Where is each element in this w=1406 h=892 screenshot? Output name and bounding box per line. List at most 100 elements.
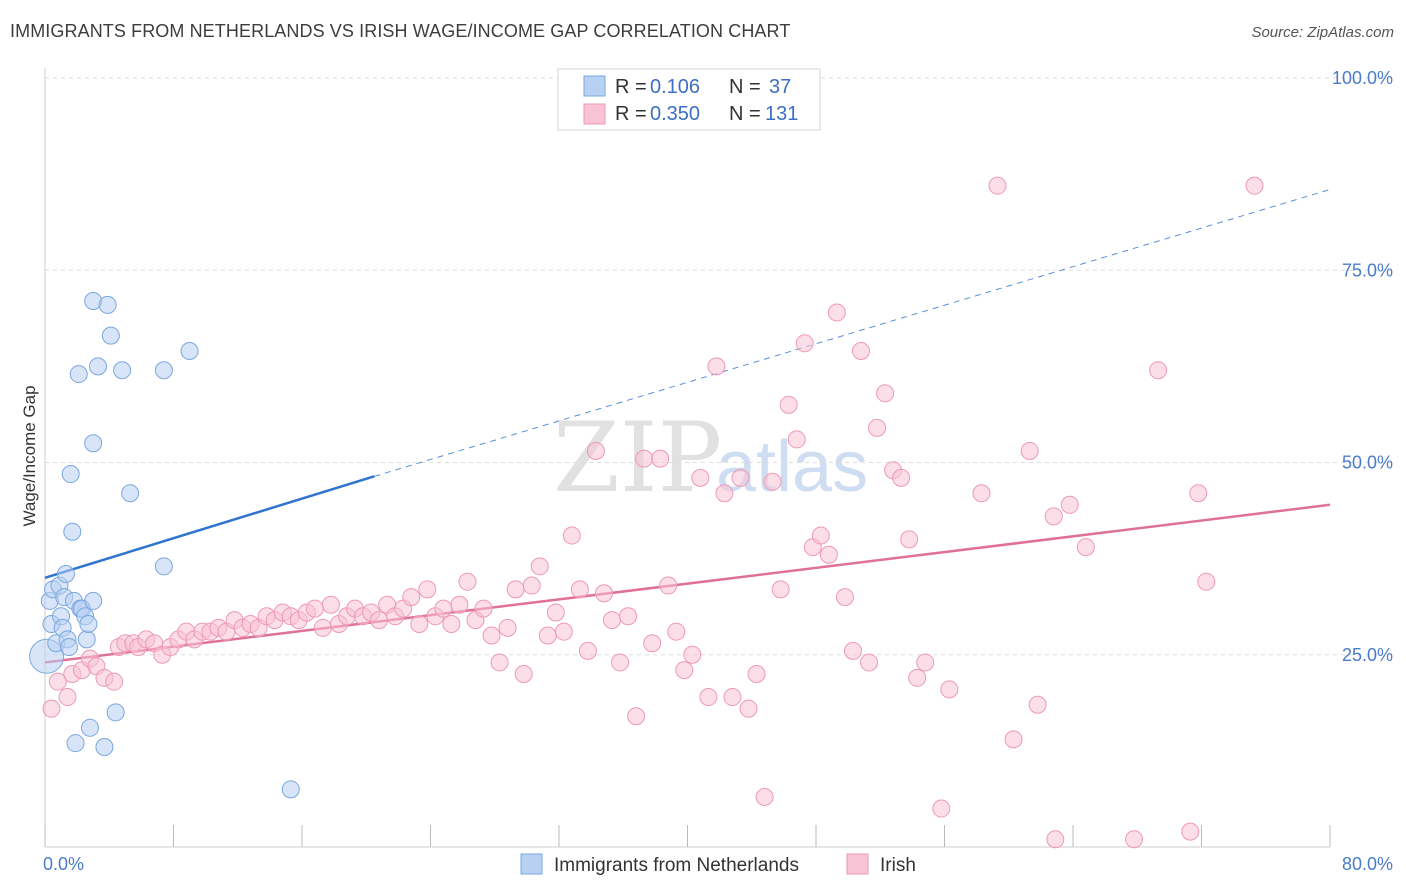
point-netherlands-31 <box>113 361 132 380</box>
legend-r-label-1: R = <box>615 76 647 98</box>
point-irish-101 <box>843 641 862 660</box>
point-irish-117 <box>1028 695 1047 714</box>
legend-swatch-irish <box>583 103 606 125</box>
point-irish-97 <box>811 526 830 545</box>
trend-line-netherlands <box>44 475 375 580</box>
point-irish-90 <box>755 788 774 807</box>
point-irish-119 <box>1046 830 1065 849</box>
point-irish-104 <box>868 418 887 437</box>
point-irish-105 <box>876 384 895 403</box>
point-irish-125 <box>1189 484 1208 503</box>
point-irish-92 <box>771 580 790 599</box>
point-irish-94 <box>787 430 806 449</box>
point-irish-86 <box>723 688 742 707</box>
point-irish-91 <box>763 472 782 491</box>
point-irish-2 <box>58 688 77 707</box>
point-irish-103 <box>860 653 879 672</box>
point-irish-93 <box>779 395 798 414</box>
point-irish-48 <box>418 580 437 599</box>
point-netherlands-15 <box>66 734 85 753</box>
point-netherlands-33 <box>154 361 173 380</box>
point-netherlands-35 <box>180 341 199 360</box>
point-netherlands-26 <box>89 357 108 376</box>
point-irish-0 <box>42 699 61 718</box>
point-netherlands-23 <box>84 434 103 453</box>
legend-swatch-netherlands <box>583 75 606 97</box>
trend-line-irish <box>44 503 1331 664</box>
point-irish-95 <box>795 334 814 353</box>
point-irish-66 <box>562 526 581 545</box>
point-irish-64 <box>546 603 565 622</box>
point-irish-121 <box>1076 538 1095 557</box>
point-netherlands-30 <box>106 703 125 722</box>
point-irish-99 <box>827 303 846 322</box>
x-tick-label-0: 0.0% <box>43 854 84 874</box>
point-irish-81 <box>683 645 702 664</box>
point-irish-46 <box>402 588 421 607</box>
point-irish-84 <box>707 357 726 376</box>
point-netherlands-34 <box>154 557 173 576</box>
y-tick-label-3: 100.0% <box>1332 68 1393 88</box>
point-irish-80 <box>675 661 694 680</box>
trend-line-netherlands-extension <box>374 189 1331 477</box>
point-irish-88 <box>739 699 758 718</box>
point-netherlands-13 <box>63 522 82 541</box>
point-irish-127 <box>1245 176 1264 195</box>
point-irish-52 <box>450 595 469 614</box>
point-irish-83 <box>699 688 718 707</box>
point-irish-89 <box>747 664 766 683</box>
point-irish-61 <box>522 576 541 595</box>
point-irish-59 <box>506 580 525 599</box>
chart-source: Source: ZipAtlas.com <box>1251 24 1394 41</box>
point-irish-72 <box>611 653 630 672</box>
point-irish-79 <box>667 622 686 641</box>
point-irish-62 <box>530 557 549 576</box>
point-netherlands-36 <box>281 780 300 799</box>
point-irish-124 <box>1181 822 1200 841</box>
point-irish-71 <box>603 611 622 630</box>
x-tick-label-1: 80.0% <box>1342 854 1393 874</box>
point-irish-78 <box>659 576 678 595</box>
watermark: ZIP atlas <box>553 402 868 514</box>
point-netherlands-21 <box>79 614 98 633</box>
point-irish-68 <box>578 641 597 660</box>
point-irish-63 <box>538 626 557 645</box>
bottom-legend-label-irish: Irish <box>880 855 916 876</box>
point-irish-109 <box>908 668 927 687</box>
point-irish-1 <box>48 672 67 691</box>
point-netherlands-11 <box>60 638 79 657</box>
point-irish-60 <box>514 664 533 683</box>
point-irish-116 <box>1020 441 1039 460</box>
point-irish-85 <box>715 484 734 503</box>
point-irish-102 <box>851 341 870 360</box>
point-irish-113 <box>972 484 991 503</box>
y-tick-label-2: 75.0% <box>1342 260 1393 280</box>
point-irish-58 <box>498 618 517 637</box>
point-irish-120 <box>1060 495 1079 514</box>
y-tick-label-0: 25.0% <box>1342 645 1393 665</box>
point-netherlands-28 <box>98 295 117 314</box>
point-irish-111 <box>932 799 951 818</box>
point-irish-122 <box>1125 830 1144 849</box>
data-points <box>29 176 1264 849</box>
point-irish-75 <box>635 449 654 468</box>
point-irish-76 <box>643 634 662 653</box>
legend-r-label-2: R = <box>615 103 647 125</box>
point-irish-115 <box>1004 730 1023 749</box>
bottom-legend: Immigrants from Netherlands Irish <box>520 853 916 876</box>
bottom-legend-swatch-netherlands <box>520 853 543 875</box>
tick-labels: 25.0% 50.0% 75.0% 100.0% 0.0% 80.0% <box>43 68 1393 874</box>
point-irish-74 <box>627 707 646 726</box>
point-netherlands-16 <box>69 365 88 384</box>
point-irish-42 <box>370 611 389 630</box>
point-irish-82 <box>691 468 710 487</box>
point-irish-34 <box>305 599 324 618</box>
point-irish-67 <box>570 580 589 599</box>
point-netherlands-22 <box>80 718 99 737</box>
point-netherlands-25 <box>84 591 103 610</box>
point-irish-123 <box>1149 361 1168 380</box>
point-irish-108 <box>900 530 919 549</box>
point-irish-73 <box>619 607 638 626</box>
point-irish-118 <box>1044 507 1063 526</box>
point-irish-112 <box>940 680 959 699</box>
